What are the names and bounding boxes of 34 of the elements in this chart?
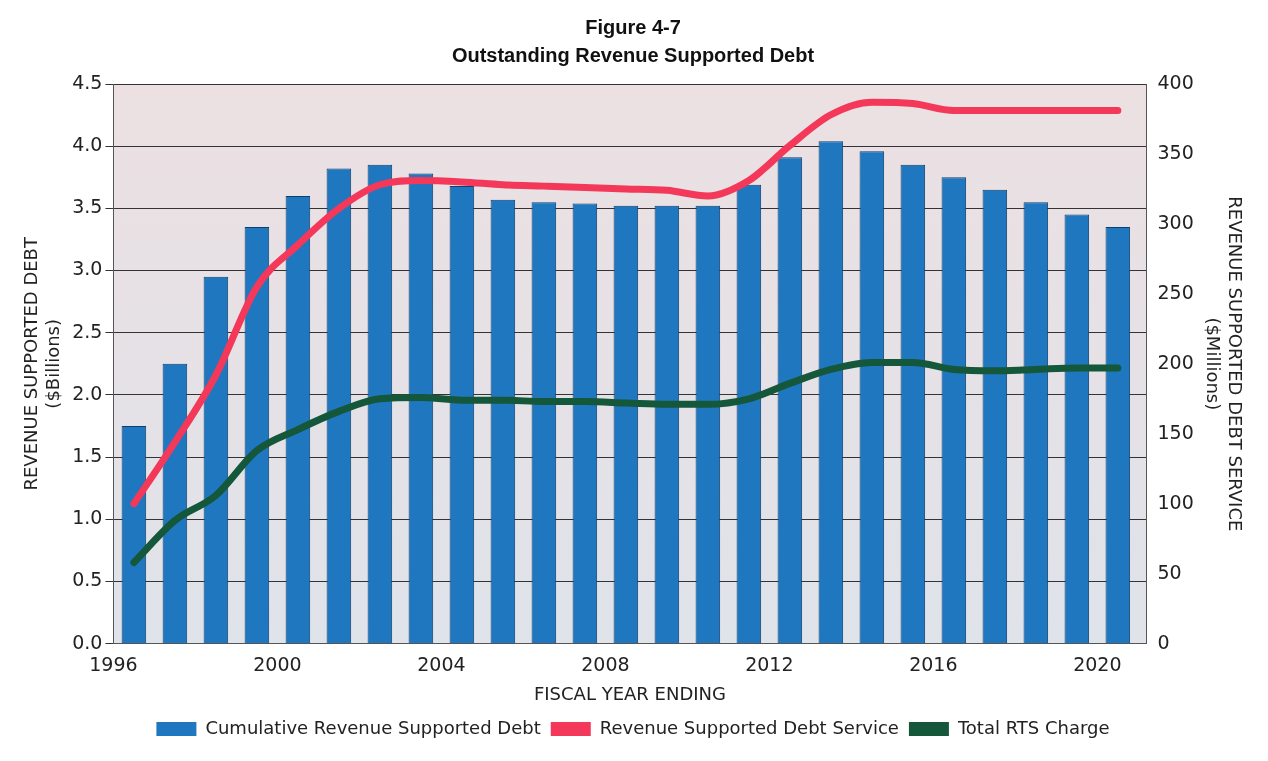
y-tick-label: 4.0 xyxy=(72,133,103,156)
x-tick-label: 2012 xyxy=(745,652,794,675)
chart-title: Figure 4-7 xyxy=(585,15,681,38)
y2-tick-label: 100 xyxy=(1157,490,1194,513)
legend-label: Revenue Supported Debt Service xyxy=(599,716,899,738)
y-tick-label: 4.5 xyxy=(72,70,103,93)
x-tick-label: 2020 xyxy=(1073,652,1122,675)
y2-axis-title: REVENUE SUPPORTED DEBT SERVICE ($Millions) xyxy=(1202,196,1246,532)
y2-tick-label: 350 xyxy=(1157,140,1194,163)
x-tick-label: 2004 xyxy=(417,652,466,675)
chart-subtitle: Outstanding Revenue Supported Debt xyxy=(451,43,815,66)
x-tick-label: 2008 xyxy=(581,652,630,675)
y-tick-label: 2.5 xyxy=(72,319,103,342)
y-tick-label: 1.0 xyxy=(72,506,103,529)
y2-tick-label: 50 xyxy=(1157,560,1182,583)
legend-label: Total RTS Charge xyxy=(956,716,1110,738)
y2-tick-label: 250 xyxy=(1157,280,1194,303)
y2-tick-label: 400 xyxy=(1157,70,1194,93)
y-axis-title: REVENUE SUPPORTED DEBT ($Billions) xyxy=(20,236,64,491)
y-tick-label: 2.0 xyxy=(72,381,103,404)
y2-tick-label: 0 xyxy=(1157,630,1170,653)
y-tick-label: 3.0 xyxy=(72,257,103,280)
y-tick-label: 3.5 xyxy=(72,195,103,218)
legend-label: Cumulative Revenue Supported Debt xyxy=(205,716,541,738)
x-tick-label: 2016 xyxy=(909,652,958,675)
y2-tick-label: 150 xyxy=(1157,420,1194,443)
y2-tick-label: 200 xyxy=(1157,350,1194,373)
x-tick-label: 2000 xyxy=(253,652,302,675)
x-tick-label: 1996 xyxy=(89,652,138,675)
y-tick-label: 0.5 xyxy=(72,568,103,591)
y-tick-label: 1.5 xyxy=(72,444,103,466)
x-axis-title: FISCAL YEAR ENDING xyxy=(533,682,727,704)
y-tick-label: 0.0 xyxy=(72,630,103,653)
y2-tick-label: 300 xyxy=(1157,210,1194,233)
